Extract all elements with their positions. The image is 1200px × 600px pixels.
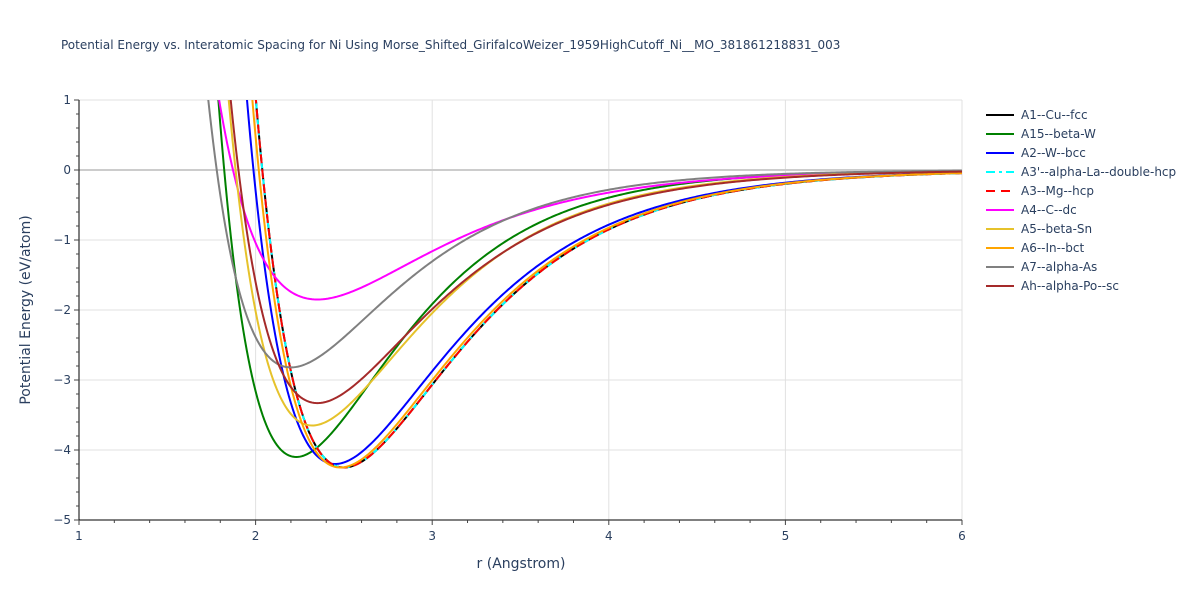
legend-swatch-icon — [986, 208, 1014, 211]
x-tick-label: 3 — [428, 529, 436, 543]
legend-label: A15--beta-W — [1021, 126, 1096, 141]
legend-item[interactable]: A2--W--bcc — [985, 143, 1176, 162]
curve-a6-in-bct[interactable] — [185, 0, 962, 469]
axes: 1 2 3 4 5 6 1 0 −1 −2 −3 −4 −5 — [53, 93, 966, 543]
legend-swatch-icon — [986, 265, 1014, 268]
legend-swatch-icon — [986, 227, 1014, 230]
legend-swatch-icon — [986, 151, 1014, 154]
legend-swatch-icon — [986, 170, 1014, 173]
legend-item[interactable]: A6--In--bct — [985, 238, 1176, 257]
y-tick-label: 0 — [63, 163, 71, 177]
legend-item[interactable]: Ah--alpha-Po--sc — [985, 276, 1176, 295]
legend-swatch-icon — [986, 132, 1014, 135]
legend-swatch-icon — [986, 246, 1014, 249]
legend-label: A6--In--bct — [1021, 240, 1085, 255]
x-tick-label: 6 — [958, 529, 966, 543]
chart-title: Potential Energy vs. Interatomic Spacing… — [61, 38, 841, 52]
legend-label: A7--alpha-As — [1021, 259, 1098, 274]
legend-label: A2--W--bcc — [1021, 145, 1086, 160]
y-tick-label: −5 — [53, 513, 71, 527]
legend-label: A1--Cu--fcc — [1021, 107, 1088, 122]
legend-item[interactable]: A4--C--dc — [985, 200, 1176, 219]
y-tick-label: −1 — [53, 233, 71, 247]
legend-label: Ah--alpha-Po--sc — [1021, 278, 1119, 293]
curves — [185, 0, 962, 469]
legend-label: A3'--alpha-La--double-hcp — [1021, 164, 1177, 179]
x-tick-label: 1 — [75, 529, 83, 543]
legend-item[interactable]: A1--Cu--fcc — [985, 105, 1176, 124]
y-axis-title: Potential Energy (eV/atom) — [18, 215, 34, 404]
y-tick-label: −4 — [53, 443, 71, 457]
legend-label: A5--beta-Sn — [1021, 221, 1093, 236]
curve-a15-beta-w[interactable] — [185, 0, 962, 459]
legend-label: A4--C--dc — [1021, 202, 1077, 217]
y-tick-label: −2 — [53, 303, 71, 317]
legend-swatch-icon — [986, 189, 1014, 192]
grid-lines — [79, 99, 963, 520]
y-tick-label: −3 — [53, 373, 71, 387]
curve-a4-c-dc[interactable] — [185, 0, 962, 301]
legend: A1--Cu--fcc A15--beta-W A2--W--bcc A3'--alp… — [985, 105, 1176, 295]
curve-a2-w-bcc[interactable] — [185, 0, 962, 466]
x-axis-title: r (Angstrom) — [477, 556, 566, 572]
legend-swatch-icon — [986, 113, 1014, 116]
curve-a5-beta-sn[interactable] — [185, 0, 962, 427]
legend-item[interactable]: A3'--alpha-La--double-hcp — [985, 162, 1176, 181]
legend-item[interactable]: A3--Mg--hcp — [985, 181, 1176, 200]
legend-item[interactable]: A5--beta-Sn — [985, 219, 1176, 238]
legend-swatch-icon — [986, 284, 1014, 287]
legend-item[interactable]: A15--beta-W — [985, 124, 1176, 143]
curve-ah-alpha-po-sc[interactable] — [185, 0, 962, 405]
x-tick-label: 5 — [782, 529, 790, 543]
x-tick-label: 4 — [605, 529, 613, 543]
y-tick-label: 1 — [63, 93, 71, 107]
curve-a7-alpha-as[interactable] — [185, 0, 962, 369]
legend-item[interactable]: A7--alpha-As — [985, 257, 1176, 276]
legend-label: A3--Mg--hcp — [1021, 183, 1094, 198]
x-tick-label: 2 — [252, 529, 260, 543]
